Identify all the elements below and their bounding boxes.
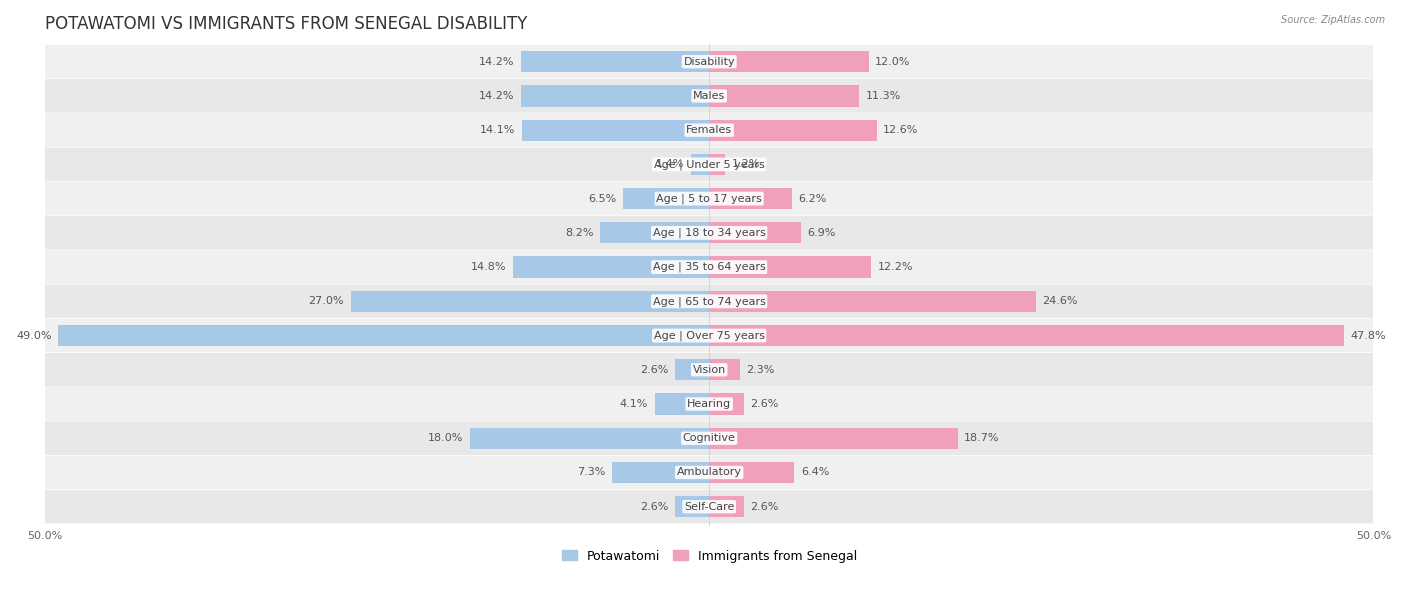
Text: Age | 18 to 34 years: Age | 18 to 34 years (652, 228, 766, 238)
Text: Vision: Vision (693, 365, 725, 375)
Text: 14.2%: 14.2% (478, 57, 515, 67)
Text: 14.2%: 14.2% (478, 91, 515, 101)
Text: Males: Males (693, 91, 725, 101)
FancyBboxPatch shape (45, 353, 1374, 387)
FancyBboxPatch shape (45, 250, 1374, 284)
Bar (709, 462, 794, 483)
Text: 12.2%: 12.2% (877, 262, 914, 272)
Text: 49.0%: 49.0% (17, 330, 52, 340)
Text: 27.0%: 27.0% (308, 296, 344, 307)
Bar (709, 51, 869, 72)
Text: POTAWATOMI VS IMMIGRANTS FROM SENEGAL DISABILITY: POTAWATOMI VS IMMIGRANTS FROM SENEGAL DI… (45, 15, 527, 33)
Text: Hearing: Hearing (688, 399, 731, 409)
Bar (675, 496, 709, 517)
Bar (709, 256, 872, 278)
FancyBboxPatch shape (45, 490, 1374, 523)
Text: 7.3%: 7.3% (578, 468, 606, 477)
Bar (709, 359, 740, 381)
Text: Ambulatory: Ambulatory (676, 468, 742, 477)
FancyBboxPatch shape (45, 113, 1374, 147)
Text: Age | 5 to 17 years: Age | 5 to 17 years (657, 193, 762, 204)
Text: 6.5%: 6.5% (588, 193, 616, 204)
Bar (709, 496, 744, 517)
Text: 2.6%: 2.6% (640, 502, 668, 512)
Bar (350, 291, 709, 312)
Text: Females: Females (686, 125, 733, 135)
Text: 14.8%: 14.8% (471, 262, 506, 272)
Text: 6.9%: 6.9% (807, 228, 837, 238)
Bar (520, 51, 709, 72)
Bar (675, 359, 709, 381)
FancyBboxPatch shape (45, 79, 1374, 113)
Text: 6.4%: 6.4% (801, 468, 830, 477)
FancyBboxPatch shape (45, 285, 1374, 318)
Text: 24.6%: 24.6% (1043, 296, 1078, 307)
Bar (655, 394, 709, 414)
Text: Source: ZipAtlas.com: Source: ZipAtlas.com (1281, 15, 1385, 25)
FancyBboxPatch shape (45, 182, 1374, 215)
Bar (623, 188, 709, 209)
Bar (513, 256, 709, 278)
Text: Age | 65 to 74 years: Age | 65 to 74 years (652, 296, 766, 307)
FancyBboxPatch shape (45, 456, 1374, 489)
Text: 12.0%: 12.0% (876, 57, 911, 67)
Bar (709, 325, 1344, 346)
Bar (709, 119, 876, 141)
Bar (612, 462, 709, 483)
Text: 11.3%: 11.3% (866, 91, 901, 101)
Bar (709, 154, 725, 175)
Text: 1.4%: 1.4% (655, 159, 683, 170)
Bar (709, 428, 957, 449)
Text: 1.2%: 1.2% (731, 159, 761, 170)
Bar (709, 222, 801, 244)
Text: Cognitive: Cognitive (683, 433, 735, 443)
Text: 18.0%: 18.0% (427, 433, 464, 443)
FancyBboxPatch shape (45, 147, 1374, 181)
Text: 18.7%: 18.7% (965, 433, 1000, 443)
FancyBboxPatch shape (45, 45, 1374, 78)
Text: 14.1%: 14.1% (479, 125, 515, 135)
Text: 6.2%: 6.2% (799, 193, 827, 204)
Legend: Potawatomi, Immigrants from Senegal: Potawatomi, Immigrants from Senegal (557, 545, 862, 567)
Bar (470, 428, 709, 449)
Text: 2.3%: 2.3% (747, 365, 775, 375)
Text: 8.2%: 8.2% (565, 228, 593, 238)
Text: 2.6%: 2.6% (751, 502, 779, 512)
Text: Age | Under 5 years: Age | Under 5 years (654, 159, 765, 170)
FancyBboxPatch shape (45, 387, 1374, 421)
Text: 2.6%: 2.6% (751, 399, 779, 409)
FancyBboxPatch shape (45, 422, 1374, 455)
Text: 2.6%: 2.6% (640, 365, 668, 375)
Bar (600, 222, 709, 244)
Text: 12.6%: 12.6% (883, 125, 918, 135)
Bar (709, 291, 1036, 312)
Text: Age | Over 75 years: Age | Over 75 years (654, 330, 765, 341)
FancyBboxPatch shape (45, 319, 1374, 353)
Bar (520, 85, 709, 106)
Text: Disability: Disability (683, 57, 735, 67)
Text: Age | 35 to 64 years: Age | 35 to 64 years (652, 262, 766, 272)
Bar (690, 154, 709, 175)
Bar (522, 119, 709, 141)
FancyBboxPatch shape (45, 216, 1374, 250)
Text: 47.8%: 47.8% (1351, 330, 1386, 340)
Bar (709, 394, 744, 414)
Bar (709, 188, 792, 209)
Text: Self-Care: Self-Care (685, 502, 734, 512)
Text: 4.1%: 4.1% (620, 399, 648, 409)
Bar (58, 325, 709, 346)
Bar (709, 85, 859, 106)
